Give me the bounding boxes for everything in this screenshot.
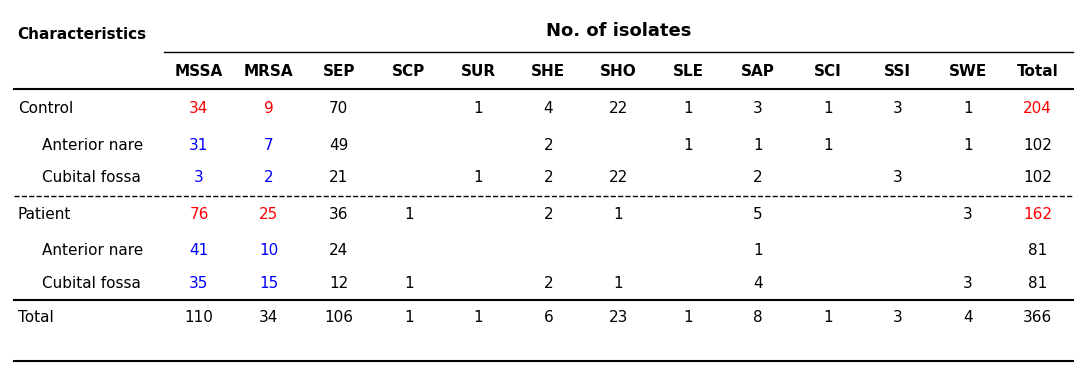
Text: Cubital fossa: Cubital fossa [41, 170, 140, 185]
Text: 2: 2 [544, 170, 553, 185]
Text: 1: 1 [753, 138, 763, 153]
Text: 3: 3 [894, 170, 902, 185]
Text: 2: 2 [264, 170, 274, 185]
Text: 162: 162 [1023, 206, 1052, 222]
Text: 3: 3 [894, 310, 902, 325]
Text: 7: 7 [264, 138, 274, 153]
Text: Total: Total [17, 310, 53, 325]
Text: 1: 1 [823, 138, 833, 153]
Text: 9: 9 [264, 101, 274, 116]
Text: 24: 24 [329, 243, 348, 258]
Text: 34: 34 [259, 310, 278, 325]
Text: 204: 204 [1023, 101, 1052, 116]
Text: 1: 1 [474, 310, 484, 325]
Text: 10: 10 [259, 243, 278, 258]
Text: Anterior nare: Anterior nare [41, 138, 142, 153]
Text: 1: 1 [963, 101, 973, 116]
Text: 6: 6 [544, 310, 553, 325]
Text: SWE: SWE [949, 64, 987, 79]
Text: 2: 2 [753, 170, 763, 185]
Text: 70: 70 [329, 101, 348, 116]
Text: 102: 102 [1023, 170, 1052, 185]
Text: 21: 21 [329, 170, 348, 185]
Text: 1: 1 [753, 243, 763, 258]
Text: SCI: SCI [814, 64, 841, 79]
Text: 106: 106 [324, 310, 353, 325]
Text: 1: 1 [684, 101, 694, 116]
Text: 22: 22 [609, 170, 628, 185]
Text: 366: 366 [1023, 310, 1052, 325]
Text: SCP: SCP [392, 64, 425, 79]
Text: SLE: SLE [673, 64, 703, 79]
Text: 4: 4 [544, 101, 553, 116]
Text: 1: 1 [404, 206, 413, 222]
Text: 34: 34 [189, 101, 209, 116]
Text: 81: 81 [1028, 243, 1047, 258]
Text: 3: 3 [963, 206, 973, 222]
Text: 8: 8 [753, 310, 763, 325]
Text: 36: 36 [329, 206, 349, 222]
Text: 3: 3 [195, 170, 204, 185]
Text: 4: 4 [753, 276, 763, 291]
Text: 81: 81 [1028, 276, 1047, 291]
Text: 1: 1 [684, 138, 694, 153]
Text: 3: 3 [753, 101, 763, 116]
Text: MRSA: MRSA [245, 64, 293, 79]
Text: SSI: SSI [885, 64, 911, 79]
Text: 1: 1 [823, 310, 833, 325]
Text: 2: 2 [544, 206, 553, 222]
Text: 12: 12 [329, 276, 348, 291]
Text: 102: 102 [1023, 138, 1052, 153]
Text: 1: 1 [404, 310, 413, 325]
Text: 76: 76 [189, 206, 209, 222]
Text: 31: 31 [189, 138, 209, 153]
Text: 1: 1 [613, 276, 623, 291]
Text: Anterior nare: Anterior nare [41, 243, 142, 258]
Text: 25: 25 [259, 206, 278, 222]
Text: 35: 35 [189, 276, 209, 291]
Text: 49: 49 [329, 138, 349, 153]
Text: SHO: SHO [600, 64, 637, 79]
Text: 23: 23 [609, 310, 628, 325]
Text: 1: 1 [474, 170, 484, 185]
Text: 2: 2 [544, 138, 553, 153]
Text: 2: 2 [544, 276, 553, 291]
Text: 1: 1 [613, 206, 623, 222]
Text: Control: Control [17, 101, 73, 116]
Text: Total: Total [1016, 64, 1059, 79]
Text: Characteristics: Characteristics [17, 27, 147, 42]
Text: SAP: SAP [741, 64, 775, 79]
Text: MSSA: MSSA [175, 64, 223, 79]
Text: 1: 1 [474, 101, 484, 116]
Text: 22: 22 [609, 101, 628, 116]
Text: SHE: SHE [532, 64, 565, 79]
Text: 1: 1 [823, 101, 833, 116]
Text: SEP: SEP [323, 64, 355, 79]
Text: 4: 4 [963, 310, 973, 325]
Text: 3: 3 [963, 276, 973, 291]
Text: 5: 5 [753, 206, 763, 222]
Text: SUR: SUR [461, 64, 496, 79]
Text: 3: 3 [894, 101, 902, 116]
Text: 1: 1 [684, 310, 694, 325]
Text: 41: 41 [189, 243, 209, 258]
Text: 110: 110 [185, 310, 213, 325]
Text: 15: 15 [259, 276, 278, 291]
Text: Patient: Patient [17, 206, 71, 222]
Text: 1: 1 [404, 276, 413, 291]
Text: No. of isolates: No. of isolates [546, 22, 691, 40]
Text: Cubital fossa: Cubital fossa [41, 276, 140, 291]
Text: 1: 1 [963, 138, 973, 153]
